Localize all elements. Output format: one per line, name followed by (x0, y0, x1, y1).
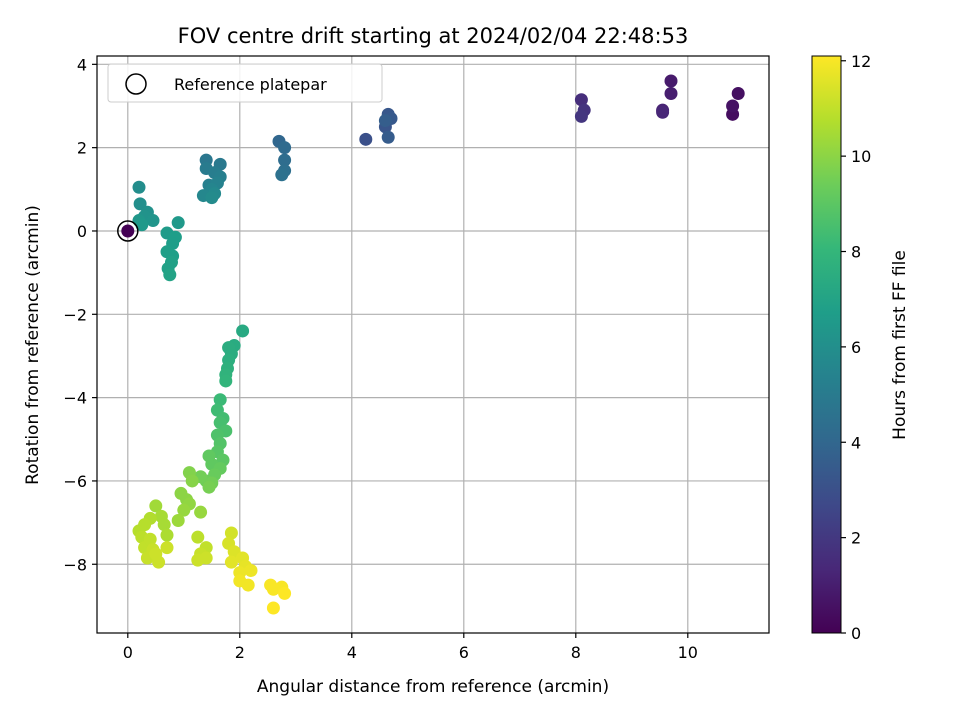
x-tick-label: 2 (235, 643, 245, 662)
legend-label: Reference platepar (174, 75, 327, 94)
data-point (359, 132, 373, 146)
x-tick-label: 8 (571, 643, 581, 662)
colorbar-tick-label: 10 (851, 147, 871, 166)
data-point (213, 393, 227, 407)
data-point (177, 503, 191, 517)
y-axis-ticks: −8 −6 −4 −2 0 2 4 (63, 55, 97, 574)
data-point (132, 180, 146, 194)
plot-frame (96, 55, 770, 634)
y-tick-label: −6 (63, 472, 87, 491)
data-point (202, 449, 216, 463)
y-tick-label: 0 (77, 222, 87, 241)
data-point (224, 555, 238, 569)
reference-point (117, 220, 139, 242)
y-axis-label: Rotation from reference (arcmin) (23, 205, 43, 485)
data-point (171, 216, 185, 230)
x-tick-label: 0 (123, 643, 133, 662)
y-tick-label: −8 (63, 555, 87, 574)
x-axis-label: Angular distance from reference (arcmin) (257, 677, 609, 697)
data-point (191, 553, 205, 567)
data-point (378, 114, 392, 128)
legend-marker (125, 73, 147, 95)
data-point (205, 191, 219, 205)
y-tick-label: 4 (77, 55, 87, 74)
data-point (275, 168, 289, 182)
data-point (185, 474, 199, 488)
colorbar-label: Hours from first FF file (890, 250, 910, 440)
data-point (574, 109, 588, 123)
colorbar-ticks: 0 2 4 6 8 10 12 (841, 52, 871, 643)
data-point (731, 86, 745, 100)
legend-box (107, 63, 383, 103)
data-point (171, 514, 185, 528)
x-tick-label: 6 (459, 643, 469, 662)
data-point (574, 93, 588, 107)
data-point (194, 505, 208, 519)
data-point (146, 214, 160, 228)
y-tick-label: 2 (77, 139, 87, 158)
colorbar (811, 55, 842, 634)
x-axis-ticks: 0 2 4 6 8 10 (123, 633, 698, 662)
data-point (224, 526, 238, 540)
data-point (121, 224, 135, 238)
colorbar-tick-label: 12 (851, 52, 871, 71)
data-point (163, 268, 177, 282)
data-point (278, 586, 292, 600)
chart-title: FOV centre drift starting at 2024/02/04 … (178, 24, 689, 48)
data-point (236, 324, 250, 338)
data-point (726, 99, 740, 113)
data-point (143, 532, 157, 546)
data-point (656, 105, 670, 119)
data-point (664, 74, 678, 88)
data-point (233, 574, 247, 588)
data-point (278, 153, 292, 167)
data-point (149, 499, 163, 513)
data-point (149, 547, 163, 561)
data-point (266, 582, 280, 596)
data-point (244, 564, 258, 578)
colorbar-tick-label: 2 (851, 529, 861, 548)
data-point (202, 480, 216, 494)
data-point (135, 218, 149, 232)
data-points (121, 74, 745, 615)
data-point (160, 528, 174, 542)
reference-marker (117, 220, 139, 242)
data-point (664, 86, 678, 100)
y-tick-label: −4 (63, 389, 87, 408)
colorbar-tick-label: 6 (851, 338, 861, 357)
data-point (191, 530, 205, 544)
colorbar-tick-label: 8 (851, 243, 861, 262)
legend: Reference platepar (107, 63, 383, 103)
data-point (381, 130, 395, 144)
x-tick-label: 10 (678, 643, 698, 662)
colorbar-tick-label: 4 (851, 433, 861, 452)
data-point (157, 518, 171, 532)
colorbar-tick-label: 0 (851, 624, 861, 643)
y-tick-label: −2 (63, 305, 87, 324)
data-point (278, 141, 292, 155)
x-tick-label: 4 (347, 643, 357, 662)
data-point (160, 541, 174, 555)
data-point (266, 601, 280, 615)
data-point (219, 374, 233, 388)
